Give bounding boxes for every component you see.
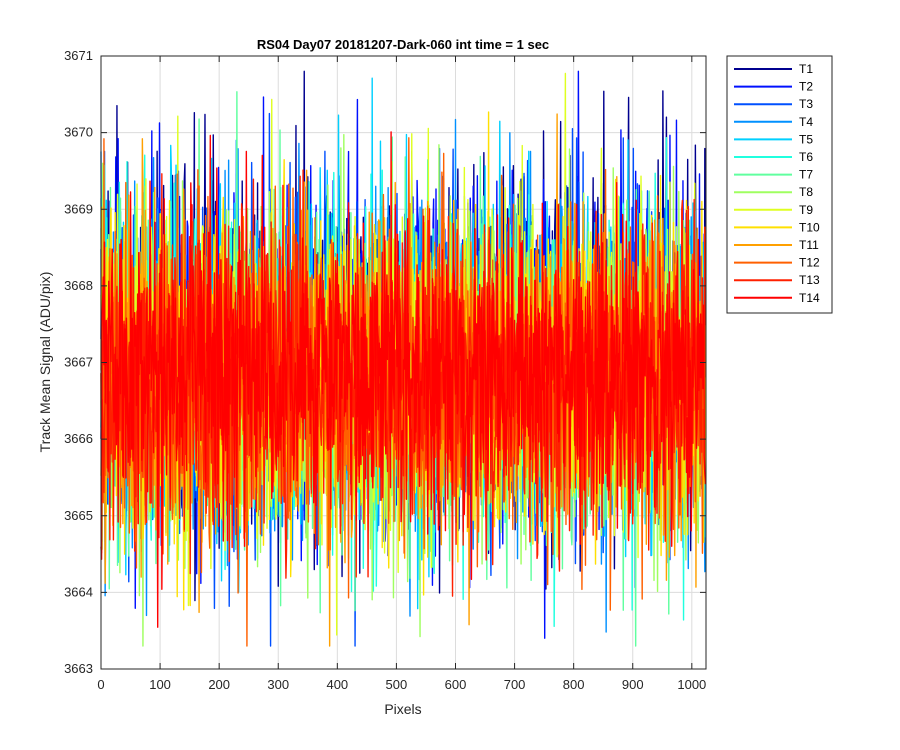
y-tick-label: 3666 <box>64 431 93 446</box>
legend-label-t13: T13 <box>799 273 820 287</box>
legend-label-t12: T12 <box>799 256 820 270</box>
y-tick-label: 3664 <box>64 584 93 599</box>
series-layer <box>100 70 707 647</box>
x-tick-label: 100 <box>149 677 171 692</box>
chart-title: RS04 Day07 20181207-Dark-060 int time = … <box>257 37 549 52</box>
x-tick-label: 400 <box>326 677 348 692</box>
axis-ticks: 0 100 200 300 400 500 600 700 800 900 1000 3663 3664… <box>64 48 706 692</box>
x-tick-label: 1000 <box>677 677 706 692</box>
legend-label-t14: T14 <box>799 291 820 305</box>
y-tick-label: 3665 <box>64 508 93 523</box>
legend-label-t6: T6 <box>799 150 813 164</box>
x-tick-label: 800 <box>563 677 585 692</box>
x-tick-label: 600 <box>445 677 467 692</box>
y-tick-label: 3668 <box>64 278 93 293</box>
legend: T1 T2 T3 T4 T5 T6 T7 T8 T9 T10 T11 T12 T13 T14 <box>726 55 833 314</box>
legend-label-t11: T11 <box>799 238 819 252</box>
x-tick-label: 200 <box>208 677 230 692</box>
y-tick-label: 3667 <box>64 355 93 370</box>
x-tick-label: 700 <box>504 677 526 692</box>
y-tick-label: 3670 <box>64 125 93 140</box>
legend-label-t1: T1 <box>799 62 813 76</box>
y-axis-label: Track Mean Signal (ADU/pix) <box>37 272 53 453</box>
x-tick-label: 500 <box>386 677 408 692</box>
legend-label-t4: T4 <box>799 115 813 129</box>
x-tick-label: 300 <box>267 677 289 692</box>
y-tick-label: 3663 <box>64 661 93 676</box>
legend-label-t10: T10 <box>799 220 820 234</box>
legend-label-t7: T7 <box>799 168 813 182</box>
legend-label-t8: T8 <box>799 185 813 199</box>
legend-label-t3: T3 <box>799 97 813 111</box>
x-tick-label: 0 <box>97 677 104 692</box>
y-tick-label: 3671 <box>64 48 93 63</box>
y-tick-label: 3669 <box>64 201 93 216</box>
legend-label-t5: T5 <box>799 132 813 146</box>
series-line-t14 <box>100 131 707 628</box>
legend-label-t2: T2 <box>799 80 813 94</box>
x-tick-label: 900 <box>622 677 644 692</box>
legend-label-t9: T9 <box>799 203 813 217</box>
legend-box <box>726 55 833 314</box>
x-axis-label: Pixels <box>384 701 421 717</box>
